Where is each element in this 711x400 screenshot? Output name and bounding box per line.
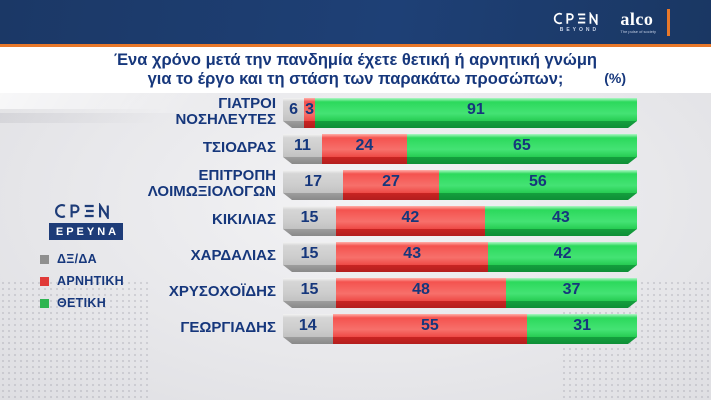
segment-value: 15 bbox=[300, 209, 319, 226]
bar-segment-negative: 42 bbox=[336, 206, 485, 236]
open-tv-logo-icon bbox=[55, 203, 109, 219]
bar-segment-positive: 65 bbox=[407, 134, 637, 164]
segment-value: 11 bbox=[294, 137, 311, 154]
segment-value: 43 bbox=[403, 245, 422, 262]
percent-unit-label: (%) bbox=[604, 70, 626, 86]
alco-logo-text: alco bbox=[620, 8, 654, 29]
segment-value: 31 bbox=[573, 317, 591, 334]
legend-label: ΑΡΝΗΤΙΚΗ bbox=[57, 274, 124, 288]
open-beyond-logo: BEYOND bbox=[553, 11, 605, 33]
segment-value: 42 bbox=[553, 245, 572, 262]
segment-value: 56 bbox=[528, 173, 547, 190]
bar-segment-positive: 42 bbox=[488, 242, 637, 272]
legend-item-negative: ΑΡΝΗΤΙΚΗ bbox=[40, 274, 124, 288]
open-tv-logo-icon bbox=[554, 11, 598, 25]
row-bar: 6 3 91 bbox=[283, 98, 637, 128]
question-title-band: Ένα χρόνο μετά την πανδημία έχετε θετική… bbox=[0, 47, 711, 93]
segment-value: 3 bbox=[305, 101, 314, 118]
banner-underline bbox=[0, 44, 711, 47]
chart-row: ΤΣΙΟΔΡΑΣ 11 24 65 bbox=[140, 134, 637, 164]
bar-segment-dk: 14 bbox=[283, 314, 333, 344]
chart-row: ΚΙΚΙΛΙΑΣ 15 42 43 bbox=[140, 206, 637, 236]
segment-value: 42 bbox=[401, 209, 420, 226]
orange-divider-bar bbox=[667, 8, 670, 36]
ereyna-badge: ΕΡΕΥΝΑ bbox=[49, 223, 123, 240]
row-bar: 14 55 31 bbox=[283, 314, 637, 344]
legend-swatch-red bbox=[40, 276, 49, 286]
bar-segment-positive: 91 bbox=[315, 98, 637, 128]
legend-item-dk: ΔΞ/ΔΑ bbox=[40, 252, 124, 266]
halftone-pattern-left bbox=[0, 280, 150, 400]
bar-segment-dk: 15 bbox=[283, 242, 336, 272]
row-bar: 15 48 37 bbox=[283, 278, 637, 308]
bar-segment-negative: 55 bbox=[333, 314, 528, 344]
alco-logo: alco The pulse of society bbox=[620, 8, 656, 34]
segment-value: 43 bbox=[551, 209, 570, 226]
chart-row: ΓΙΑΤΡΟΙ ΝΟΣΗΛΕΥΤΕΣ 6 3 91 bbox=[140, 95, 637, 128]
row-label: ΓΕΩΡΓΙΑΔΗΣ bbox=[180, 318, 276, 336]
question-title: Ένα χρόνο μετά την πανδημία έχετε θετική… bbox=[0, 47, 711, 89]
alco-tagline: The pulse of society bbox=[620, 28, 656, 34]
segment-value: 14 bbox=[298, 317, 317, 334]
bar-segment-dk: 15 bbox=[283, 206, 336, 236]
bar-segment-negative: 3 bbox=[304, 98, 315, 128]
segment-value: 65 bbox=[513, 137, 531, 154]
bar-segment-negative: 24 bbox=[322, 134, 407, 164]
segment-value: 48 bbox=[412, 281, 430, 298]
chart-row: ΓΕΩΡΓΙΑΔΗΣ 14 55 31 bbox=[140, 314, 637, 344]
row-label: ΤΣΙΟΔΡΑΣ bbox=[202, 138, 276, 156]
legend-item-positive: ΘΕΤΙΚΗ bbox=[40, 296, 124, 310]
row-bar: 15 43 42 bbox=[283, 242, 637, 272]
question-title-line1: Ένα χρόνο μετά την πανδημία έχετε θετική… bbox=[113, 51, 597, 69]
segment-value: 91 bbox=[467, 101, 485, 118]
row-label: ΚΙΚΙΛΙΑΣ bbox=[211, 210, 276, 228]
bar-segment-positive: 43 bbox=[485, 206, 637, 236]
segment-value: 15 bbox=[300, 281, 319, 298]
legend-swatch-gray bbox=[40, 254, 49, 264]
row-bar: 15 42 43 bbox=[283, 206, 637, 236]
segment-value: 17 bbox=[304, 173, 322, 190]
bar-segment-negative: 27 bbox=[343, 170, 439, 200]
row-label: ΧΡΥΣΟΧΟΪΔΗΣ bbox=[168, 282, 276, 300]
chart-stage: ΕΡΕΥΝΑ ΔΞ/ΔΑ ΑΡΝΗΤΙΚΗ ΘΕΤΙΚΗ ΓΙΑΤΡΟΙ ΝΟΣΗ… bbox=[0, 89, 711, 400]
chart-rows: ΓΙΑΤΡΟΙ ΝΟΣΗΛΕΥΤΕΣ 6 3 91 ΤΣΙΟΔΡΑΣ 11 24 65 Ε… bbox=[140, 95, 637, 350]
segment-value: 27 bbox=[382, 173, 400, 190]
legend-label: ΘΕΤΙΚΗ bbox=[57, 296, 107, 310]
legend: ΔΞ/ΔΑ ΑΡΝΗΤΙΚΗ ΘΕΤΙΚΗ bbox=[40, 252, 124, 318]
legend-label: ΔΞ/ΔΑ bbox=[57, 252, 98, 266]
segment-value: 24 bbox=[355, 137, 374, 154]
bar-segment-negative: 43 bbox=[336, 242, 488, 272]
segment-value: 37 bbox=[562, 281, 581, 298]
segment-value: 55 bbox=[420, 317, 439, 334]
bar-segment-positive: 31 bbox=[527, 314, 637, 344]
bar-segment-negative: 48 bbox=[336, 278, 506, 308]
row-bar: 17 27 56 bbox=[283, 170, 637, 200]
segment-value: 15 bbox=[300, 245, 319, 262]
chart-row: ΕΠΙΤΡΟΠΗ ΛΟΙΜΩΞΙΟΛΟΓΩΝ 17 27 56 bbox=[140, 167, 637, 200]
bar-segment-dk: 11 bbox=[283, 134, 322, 164]
bar-segment-dk: 17 bbox=[283, 170, 343, 200]
row-label: ΕΠΙΤΡΟΠΗ ΛΟΙΜΩΞΙΟΛΟΓΩΝ bbox=[147, 167, 276, 200]
bar-segment-positive: 37 bbox=[506, 278, 637, 308]
bar-segment-dk: 15 bbox=[283, 278, 336, 308]
open-ereyna-logo: ΕΡΕΥΝΑ bbox=[49, 203, 123, 240]
top-banner: BEYOND alco The pulse of society bbox=[0, 0, 711, 44]
legend-swatch-green bbox=[40, 298, 49, 308]
bar-segment-positive: 56 bbox=[439, 170, 637, 200]
row-label: ΧΑΡΔΑΛΙΑΣ bbox=[190, 246, 276, 264]
segment-value: 6 bbox=[289, 101, 299, 118]
question-title-line2: για το έργο και τη στάση των παρακάτω πρ… bbox=[147, 70, 564, 88]
row-label: ΓΙΑΤΡΟΙ ΝΟΣΗΛΕΥΤΕΣ bbox=[175, 95, 276, 128]
chart-row: ΧΡΥΣΟΧΟΪΔΗΣ 15 48 37 bbox=[140, 278, 637, 308]
open-beyond-label: BEYOND bbox=[559, 26, 600, 33]
chart-row: ΧΑΡΔΑΛΙΑΣ 15 43 42 bbox=[140, 242, 637, 272]
bar-segment-dk: 6 bbox=[283, 98, 304, 128]
row-bar: 11 24 65 bbox=[283, 134, 637, 164]
